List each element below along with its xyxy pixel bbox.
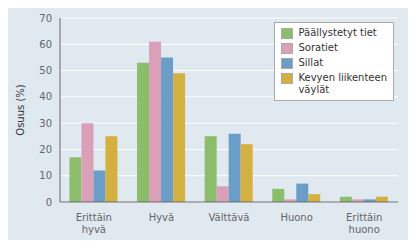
svg-text:Hyvä: Hyvä	[149, 212, 174, 223]
html-text:Soratiet: Soratiet	[298, 42, 338, 53]
svg-text:Erittäinhuono: Erittäinhuono	[346, 212, 382, 235]
svg-text:50: 50	[39, 65, 52, 76]
html-text:Kevyen liikenteen väylät: Kevyen liikenteen väylät	[298, 72, 387, 95]
svg-text:70: 70	[39, 13, 52, 24]
svg-text:30: 30	[39, 118, 52, 129]
svg-text:Osuus (%): Osuus (%)	[15, 84, 26, 136]
svg-text:40: 40	[39, 91, 52, 102]
svg-text:60: 60	[39, 39, 52, 50]
html-text:Päällystetyt tiet: Päällystetyt tiet	[298, 27, 377, 38]
svg-text:10: 10	[39, 170, 52, 181]
svg-text:Huono: Huono	[280, 212, 312, 223]
svg-text:20: 20	[39, 144, 52, 155]
html-text:Sillat: Sillat	[298, 57, 324, 68]
svg-text:0: 0	[46, 197, 52, 208]
svg-text:Välttävä: Välttävä	[209, 212, 250, 223]
svg-text:Erittäinhyvä: Erittäinhyvä	[76, 212, 112, 235]
